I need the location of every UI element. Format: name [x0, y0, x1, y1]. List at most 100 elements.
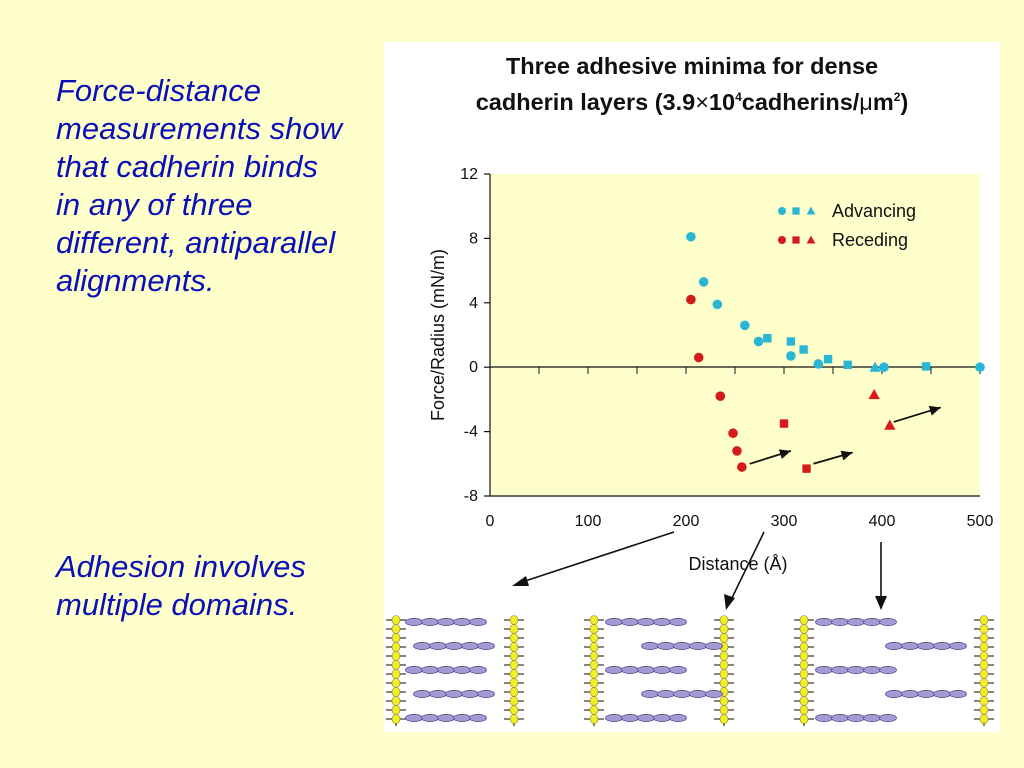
- cadherin-domain: [421, 618, 439, 626]
- lipid-headgroup: [719, 615, 729, 625]
- lipid-headgroup: [509, 714, 519, 724]
- callout-arrowhead-middle: [724, 594, 735, 610]
- cadherin-domain: [847, 618, 865, 626]
- data-point-receding-circle: [728, 428, 738, 439]
- cadherin-domain: [621, 618, 639, 626]
- cadherin-domain: [831, 666, 849, 674]
- cadherin-domain: [413, 690, 431, 698]
- data-point-advancing-circle: [879, 362, 889, 373]
- data-point-advancing-square: [786, 337, 796, 346]
- cadherin-domain: [917, 642, 935, 650]
- chart-title-line-1: Three adhesive minima for dense: [506, 53, 878, 79]
- lipid-headgroup: [979, 705, 989, 715]
- data-point-receding-circle: [686, 294, 696, 305]
- cadherin-domain: [469, 714, 487, 722]
- lipid-headgroup: [979, 660, 989, 670]
- lipid-headgroup: [799, 615, 809, 625]
- cadherin-domain: [437, 618, 455, 626]
- cadherin-domain: [429, 642, 447, 650]
- lipid-headgroup: [979, 624, 989, 634]
- cadherin-domain: [885, 690, 903, 698]
- legend-advancing-circle: [778, 207, 786, 215]
- data-point-receding-square: [802, 464, 811, 473]
- lipid-headgroup: [979, 696, 989, 706]
- cadherin-domain: [429, 690, 447, 698]
- cadherin-domain: [689, 690, 707, 698]
- x-tick-label: 200: [673, 513, 700, 530]
- description-paragraph-1: Force-distance measurements show that ca…: [56, 72, 346, 300]
- cadherin-domain: [641, 690, 659, 698]
- lipid-headgroup: [719, 633, 729, 643]
- cadherin-domain: [637, 714, 655, 722]
- lipid-headgroup: [391, 633, 401, 643]
- cadherin-row: [815, 618, 897, 626]
- lipid-headgroup: [979, 669, 989, 679]
- membrane-right-3: [974, 615, 994, 726]
- lipid-headgroup: [799, 660, 809, 670]
- cadherin-domain: [621, 666, 639, 674]
- lipid-headgroup: [391, 669, 401, 679]
- lipid-headgroup: [509, 642, 519, 652]
- cadherin-domain: [405, 666, 423, 674]
- cadherin-row: [605, 666, 687, 674]
- cadherin-domain: [405, 714, 423, 722]
- callout-arrowhead-left: [512, 576, 529, 586]
- lipid-headgroup: [719, 678, 729, 688]
- legend-label-advancing: Advancing: [832, 201, 916, 221]
- cadherin-row: [405, 666, 487, 674]
- lipid-headgroup: [979, 642, 989, 652]
- membrane-left-1: [386, 615, 406, 726]
- lipid-headgroup: [719, 651, 729, 661]
- cadherin-domain: [879, 714, 897, 722]
- cadherin-domain: [477, 642, 495, 650]
- lipid-headgroup: [979, 615, 989, 625]
- lipid-headgroup: [391, 687, 401, 697]
- cadherin-row: [885, 690, 967, 698]
- cadherin-domain: [885, 642, 903, 650]
- trend-arrow-head: [840, 450, 853, 461]
- lipid-headgroup: [391, 696, 401, 706]
- lipid-headgroup: [391, 642, 401, 652]
- lipid-headgroup: [589, 678, 599, 688]
- data-point-advancing-circle: [740, 320, 750, 331]
- description-paragraph-2: Adhesion involves multiple domains.: [56, 548, 346, 624]
- lipid-headgroup: [589, 660, 599, 670]
- cadherin-row: [405, 714, 487, 722]
- cadherin-domain: [605, 618, 623, 626]
- cadherin-domain: [469, 618, 487, 626]
- lipid-headgroup: [799, 633, 809, 643]
- cadherin-domain: [673, 690, 691, 698]
- data-point-receding-triangle: [884, 419, 896, 430]
- cadherin-row: [641, 642, 723, 650]
- cadherin-domain: [445, 690, 463, 698]
- legend-receding-triangle: [806, 235, 816, 244]
- lipid-headgroup: [719, 624, 729, 634]
- callout-arrows: [512, 531, 887, 610]
- cadherin-domain: [879, 666, 897, 674]
- cadherin-domain: [847, 666, 865, 674]
- cadherin-domain: [657, 642, 675, 650]
- lipid-headgroup: [589, 624, 599, 634]
- legend-receding-circle: [778, 236, 786, 244]
- cadherin-row: [641, 690, 723, 698]
- cadherin-domain: [831, 714, 849, 722]
- data-point-receding-triangle: [868, 388, 880, 400]
- cadherin-domain: [437, 714, 455, 722]
- lipid-headgroup: [719, 696, 729, 706]
- legend-advancing-square: [792, 207, 800, 215]
- data-point-advancing-circle: [753, 336, 764, 347]
- cadherin-domain: [621, 714, 639, 722]
- lipid-headgroup: [509, 669, 519, 679]
- cadherin-domain: [863, 618, 881, 626]
- cadherin-domain: [653, 714, 671, 722]
- lipid-headgroup: [799, 678, 809, 688]
- lipid-headgroup: [589, 705, 599, 715]
- cadherin-domain: [637, 666, 655, 674]
- lipid-headgroup: [391, 660, 401, 670]
- plot-area: [490, 174, 980, 496]
- data-point-receding-square: [779, 419, 789, 428]
- membrane-right-1: [504, 615, 524, 726]
- data-marks: [686, 231, 985, 473]
- data-point-receding-circle: [693, 352, 704, 363]
- membrane-right-2: [714, 615, 734, 726]
